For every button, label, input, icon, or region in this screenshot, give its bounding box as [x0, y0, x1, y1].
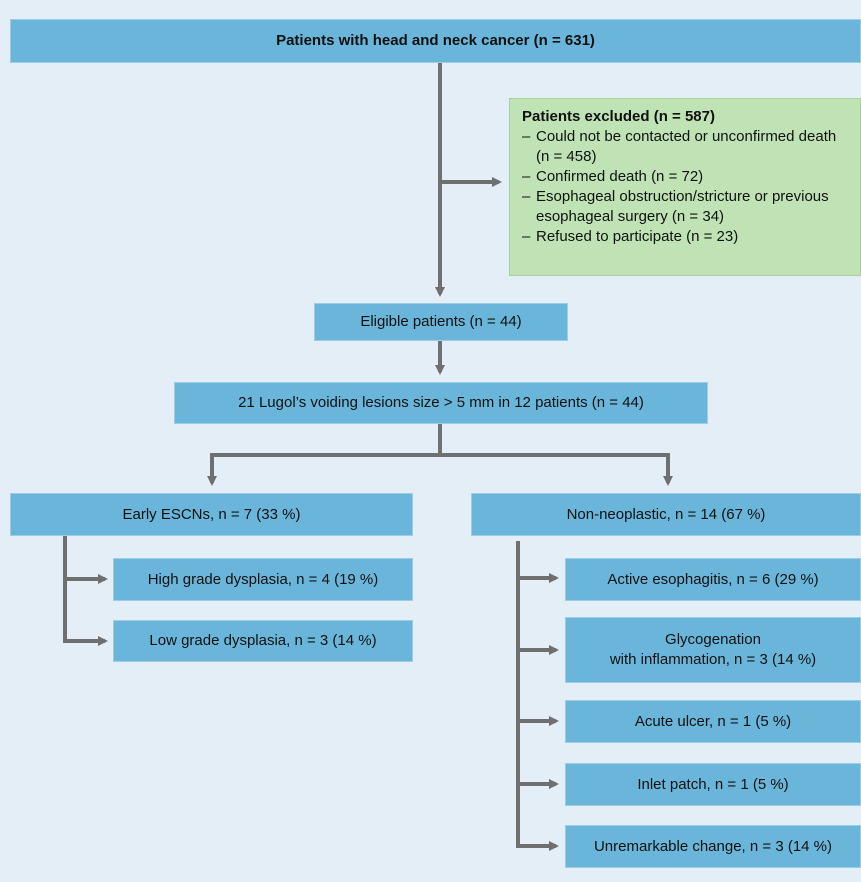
- excluded-item-label: Esophageal obstruction/stricture or prev…: [536, 188, 829, 225]
- node-eligible: Eligible patients (n = 44): [314, 303, 568, 341]
- excluded-item: – Esophageal obstruction/stricture or pre…: [522, 187, 850, 227]
- excluded-item: – Confirmed death (n = 72): [522, 167, 850, 187]
- bullet-dash: –: [522, 168, 531, 185]
- node-low-grade-dysplasia: Low grade dysplasia, n = 3 (14 %): [113, 620, 413, 662]
- excluded-item: – Could not be contacted or unconfirmed d…: [522, 127, 850, 167]
- excluded-box: Patients excluded (n = 587) – Could not b…: [509, 98, 861, 276]
- excluded-item-label: Could not be contacted or unconfirmed de…: [536, 128, 837, 165]
- node-active-esophagitis-label: Active esophagitis, n = 6 (29 %): [607, 570, 819, 588]
- node-lesions-label: 21 Lugol’s voiding lesions size > 5 mm i…: [238, 394, 644, 411]
- excluded-item-label: Refused to participate (n = 23): [536, 228, 739, 245]
- node-unremarkable-change-label: Unremarkable change, n = 3 (14 %): [593, 837, 833, 855]
- node-glycogenation-label-line2: with inflammation, n = 3 (14 %): [609, 651, 817, 668]
- node-root-label: Patients with head and neck cancer (n = …: [276, 32, 595, 49]
- node-non-neoplastic-label: Non-neoplastic, n = 14 (67 %): [566, 505, 766, 523]
- bullet-dash: –: [522, 128, 531, 145]
- excluded-item-label: Confirmed death (n = 72): [536, 168, 704, 185]
- node-active-esophagitis: Active esophagitis, n = 6 (29 %): [565, 558, 861, 601]
- node-high-grade-dysplasia-label: High grade dysplasia, n = 4 (19 %): [147, 570, 379, 588]
- excluded-title: Patients excluded (n = 587): [522, 108, 715, 125]
- node-early-escn: Early ESCNs, n = 7 (33 %): [10, 493, 413, 536]
- node-glycogenation-label-line1: Glycogenation: [665, 631, 761, 648]
- node-non-neoplastic: Non-neoplastic, n = 14 (67 %): [471, 493, 861, 536]
- node-eligible-label: Eligible patients (n = 44): [360, 313, 522, 330]
- node-acute-ulcer: Acute ulcer, n = 1 (5 %): [565, 700, 861, 743]
- node-high-grade-dysplasia: High grade dysplasia, n = 4 (19 %): [113, 558, 413, 601]
- node-low-grade-dysplasia-label: Low grade dysplasia, n = 3 (14 %): [149, 632, 377, 649]
- excluded-item: – Refused to participate (n = 23): [522, 227, 850, 247]
- node-root: Patients with head and neck cancer (n = …: [10, 19, 861, 63]
- node-lesions: 21 Lugol’s voiding lesions size > 5 mm i…: [174, 382, 708, 424]
- bullet-dash: –: [522, 228, 531, 245]
- node-glycogenation: Glycogenation with inflammation, n = 3 (…: [565, 617, 861, 683]
- node-early-escn-label: Early ESCNs, n = 7 (33 %): [122, 505, 301, 523]
- node-inlet-patch-label: Inlet patch, n = 1 (5 %): [637, 775, 789, 793]
- node-unremarkable-change: Unremarkable change, n = 3 (14 %): [565, 825, 861, 868]
- node-acute-ulcer-label: Acute ulcer, n = 1 (5 %): [634, 712, 792, 730]
- bullet-dash: –: [522, 188, 531, 205]
- node-inlet-patch: Inlet patch, n = 1 (5 %): [565, 763, 861, 806]
